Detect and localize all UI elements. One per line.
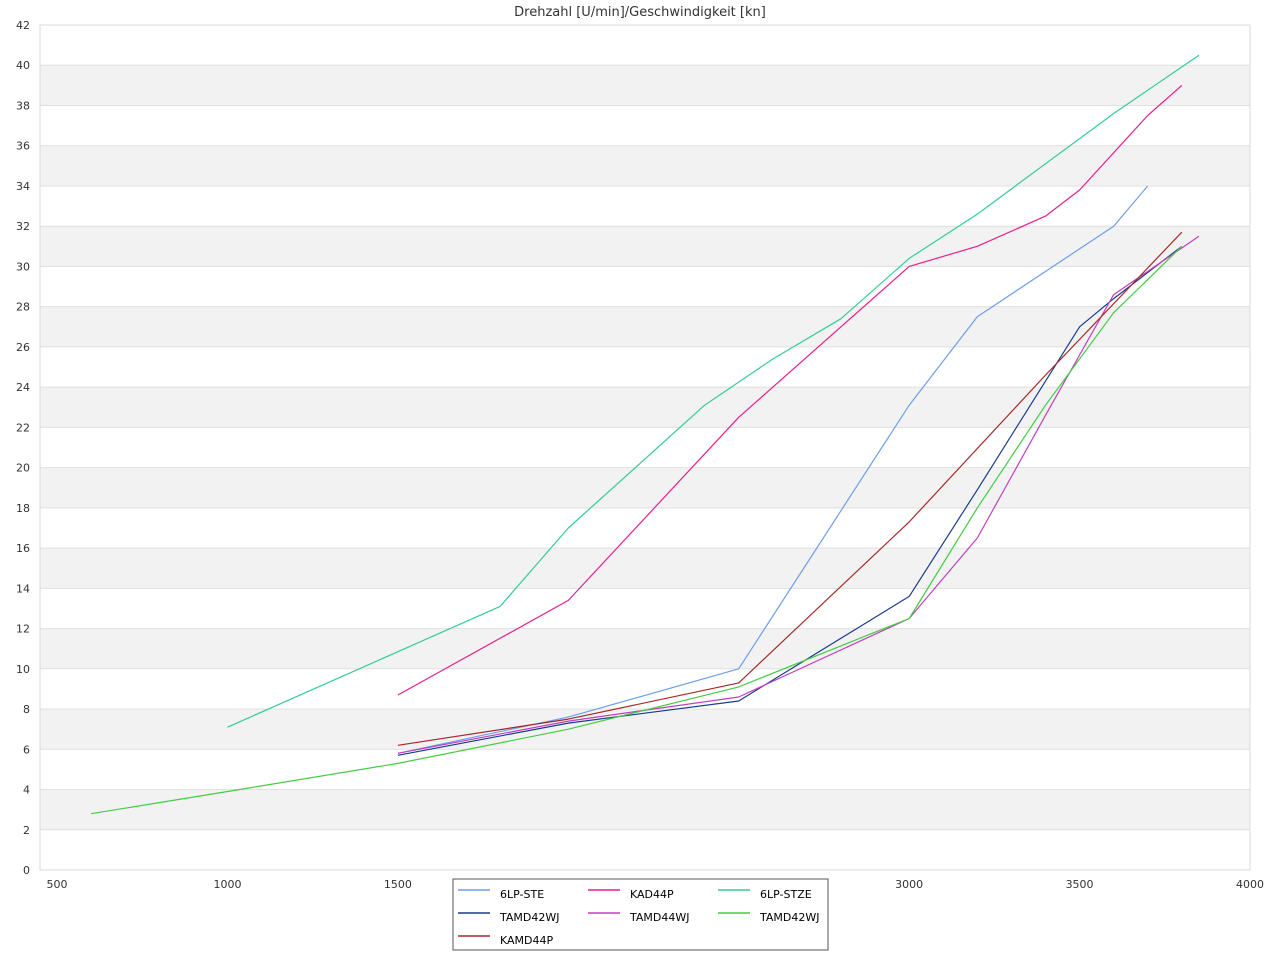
legend-box <box>452 878 829 951</box>
y-tick-label: 38 <box>16 99 30 112</box>
y-tick-label: 18 <box>16 502 30 515</box>
series-line-4 <box>397 245 1183 756</box>
legend-label: TAMD42WJ <box>499 911 559 924</box>
grid-bands <box>40 24 1250 871</box>
series-line-6 <box>91 245 1183 815</box>
series-line-2 <box>397 84 1183 696</box>
y-tick-label: 42 <box>16 19 30 32</box>
x-tick-label: 3500 <box>1066 878 1094 891</box>
series-line-3 <box>227 54 1200 728</box>
y-tick-label: 30 <box>16 260 30 273</box>
series-lines <box>91 54 1200 815</box>
y-tick-label: 24 <box>16 381 30 394</box>
grid-band <box>40 548 1250 589</box>
grid-band <box>40 467 1250 508</box>
grid-band <box>40 65 1250 106</box>
legend-label: TAMD44WJ <box>629 911 689 924</box>
x-tick-label: 1000 <box>213 878 241 891</box>
y-tick-label: 4 <box>23 784 30 797</box>
grid-band <box>40 387 1250 428</box>
chart-title: Drehzahl [U/min]/Geschwindigkeit [kn] <box>514 5 766 20</box>
y-tick-label: 0 <box>23 864 30 877</box>
grid-band <box>40 789 1250 830</box>
legend: 6LP-STE KAD44P 6LP-STZE TAMD42WJ TAMD44WJ TAM… <box>452 878 829 951</box>
y-tick-label: 22 <box>16 421 30 434</box>
x-tick-label: 3000 <box>895 878 923 891</box>
legend-label: 6LP-STZE <box>760 888 812 901</box>
y-tick-label: 12 <box>16 623 30 636</box>
y-tick-label: 28 <box>16 301 30 314</box>
y-tick-label: 6 <box>23 743 30 756</box>
grid-band <box>40 145 1250 186</box>
grid-band <box>40 226 1250 267</box>
y-tick-label: 14 <box>16 582 30 595</box>
grid-band <box>40 306 1250 347</box>
y-tick-label: 8 <box>23 703 30 716</box>
legend-label: TAMD42WJ <box>759 911 819 924</box>
y-tick-label: 26 <box>16 341 30 354</box>
plot-area <box>39 24 1251 871</box>
legend-label: 6LP-STE <box>500 888 544 901</box>
grid-band <box>40 709 1250 750</box>
grid-band <box>40 628 1250 669</box>
series-line-1 <box>397 185 1149 754</box>
y-tick-label: 16 <box>16 542 30 555</box>
y-tick-label: 32 <box>16 220 30 233</box>
y-tick-label: 10 <box>16 663 30 676</box>
legend-label: KAD44P <box>630 888 674 901</box>
y-tick-label: 20 <box>16 462 30 475</box>
y-tick-label: 36 <box>16 140 30 153</box>
y-tick-label: 2 <box>23 824 30 837</box>
x-tick-label: 1500 <box>384 878 412 891</box>
x-tick-label: 500 <box>47 878 68 891</box>
series-line-7 <box>397 231 1183 746</box>
y-tick-label: 40 <box>16 59 30 72</box>
x-tick-label: 4000 <box>1236 878 1264 891</box>
legend-label: KAMD44P <box>500 934 554 947</box>
y-tick-label: 34 <box>16 180 30 193</box>
